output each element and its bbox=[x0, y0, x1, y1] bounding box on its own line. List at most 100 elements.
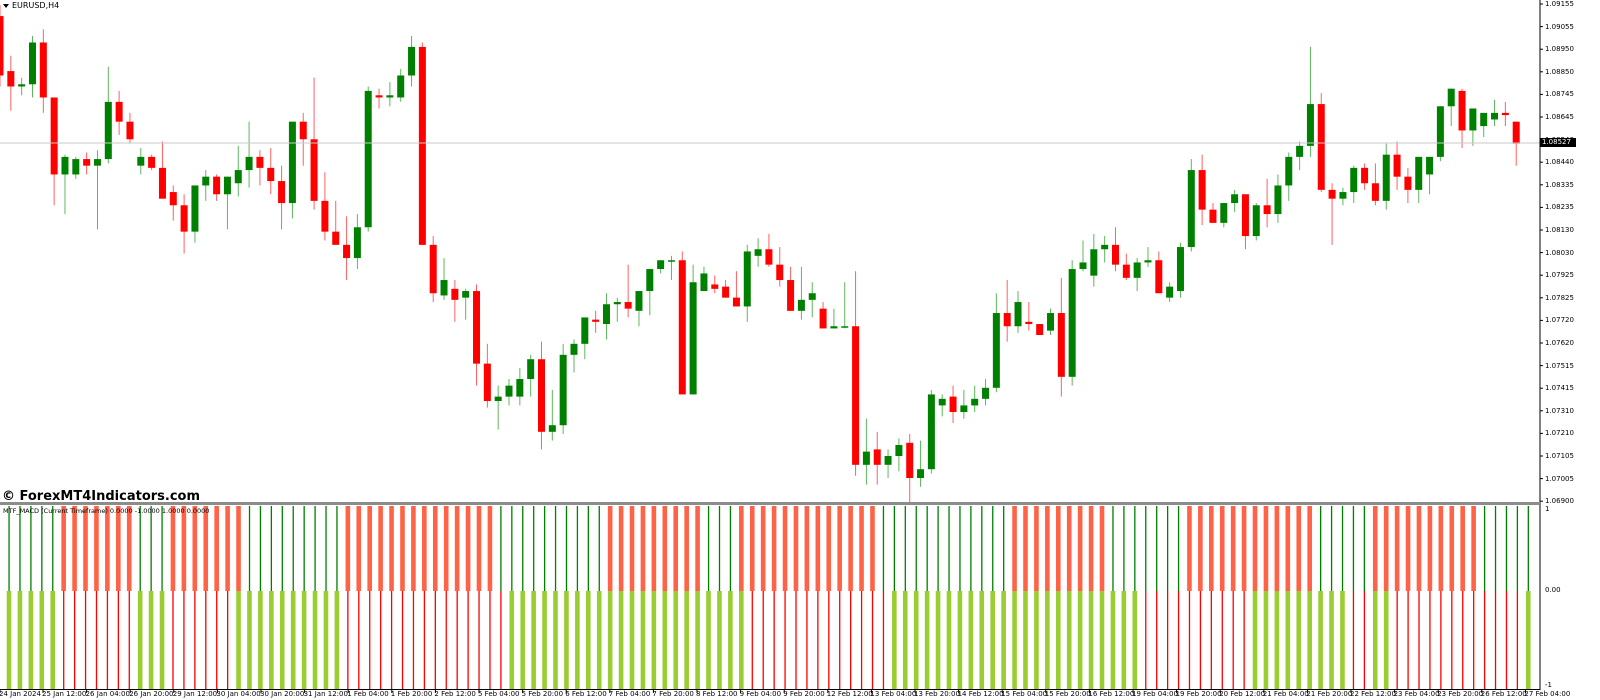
time-label: 29 Jan 12:00 bbox=[172, 690, 218, 698]
price-label: 1.08850 bbox=[1545, 67, 1574, 76]
macd-up-line-top bbox=[30, 506, 32, 591]
macd-up-bar-bottom bbox=[1077, 591, 1083, 689]
price-label: 1.07210 bbox=[1545, 429, 1574, 438]
macd-down-line-bottom bbox=[358, 591, 360, 689]
bull-candle bbox=[917, 469, 925, 479]
macd-down-line-bottom bbox=[1221, 591, 1223, 689]
macd-down-bar-top bbox=[1307, 506, 1312, 591]
macd-down-line-bottom bbox=[117, 591, 119, 689]
macd-down-bar-top bbox=[684, 506, 689, 591]
macd-up-line-top bbox=[1494, 506, 1497, 591]
macd-up-line-top bbox=[248, 506, 251, 591]
bull-candle bbox=[548, 425, 556, 432]
macd-down-bar-top bbox=[214, 506, 219, 591]
bull-candle bbox=[1090, 249, 1098, 276]
macd-up-line-top bbox=[926, 506, 928, 591]
bear-candle bbox=[538, 359, 545, 432]
macd-down-line-bottom bbox=[205, 591, 207, 689]
bull-candle bbox=[938, 398, 946, 406]
macd-down-bar-top bbox=[815, 506, 821, 591]
macd-down-bar-top bbox=[1230, 506, 1236, 591]
macd-up-line-top bbox=[543, 506, 546, 591]
macd-down-bar-top bbox=[422, 506, 427, 591]
macd-up-line-top bbox=[19, 506, 21, 591]
panel-separator[interactable] bbox=[0, 502, 1540, 505]
macd-down-line-bottom bbox=[347, 591, 349, 689]
macd-up-line-top bbox=[948, 506, 950, 591]
macd-up-bar-bottom bbox=[236, 591, 241, 689]
macd-down-bar-top bbox=[793, 506, 799, 591]
chart-title[interactable]: EURUSD,H4 bbox=[3, 1, 59, 10]
macd-down-line-bottom bbox=[194, 591, 196, 689]
macd-down-bar-top bbox=[1045, 506, 1050, 591]
macd-down-line-bottom bbox=[106, 591, 109, 689]
macd-down-line-bottom bbox=[390, 591, 393, 689]
macd-up-bar-bottom bbox=[553, 591, 558, 689]
price-label: 1.08335 bbox=[1545, 180, 1574, 189]
macd-up-bar-bottom bbox=[1274, 591, 1280, 689]
bear-candle bbox=[711, 284, 719, 289]
macd-down-line-bottom bbox=[434, 591, 436, 689]
macd-down-bar-top bbox=[1055, 506, 1061, 591]
macd-up-line-top bbox=[1166, 506, 1169, 591]
macd-up-line-top bbox=[1134, 506, 1136, 591]
macd-up-bar-bottom bbox=[1121, 591, 1127, 689]
bull-candle bbox=[494, 396, 502, 402]
macd-down-line-bottom bbox=[500, 591, 502, 689]
macd-up-line-top bbox=[598, 506, 600, 591]
bull-candle bbox=[1252, 205, 1260, 237]
bull-candle bbox=[505, 385, 513, 397]
bull-candle bbox=[667, 260, 675, 262]
bull-candle bbox=[1296, 145, 1304, 157]
macd-down-bar-top bbox=[476, 506, 482, 591]
bull-candle bbox=[386, 95, 394, 98]
bull-candle bbox=[202, 176, 210, 186]
bear-candle bbox=[1155, 260, 1163, 294]
macd-up-bar-bottom bbox=[1263, 591, 1269, 689]
macd-down-line-bottom bbox=[183, 591, 185, 689]
bear-candle bbox=[906, 442, 914, 479]
macd-up-line-top bbox=[511, 506, 513, 591]
macd-up-bar-bottom bbox=[990, 591, 995, 689]
bear-candle bbox=[126, 121, 134, 140]
dropdown-triangle-icon[interactable] bbox=[3, 3, 9, 8]
macd-down-bar-top bbox=[105, 506, 110, 591]
bull-candle bbox=[754, 249, 762, 256]
macd-down-line-bottom bbox=[1451, 591, 1453, 689]
macd-down-bar-top bbox=[837, 506, 842, 591]
macd-up-line-top bbox=[292, 506, 294, 591]
price-label: 1.08645 bbox=[1545, 113, 1574, 121]
bear-candle bbox=[1361, 167, 1369, 184]
macd-down-bar-top bbox=[1460, 506, 1465, 591]
bull-candle bbox=[960, 405, 968, 413]
macd-down-line-bottom bbox=[1462, 591, 1464, 689]
bull-candle bbox=[1350, 167, 1358, 193]
macd-up-bar-bottom bbox=[1045, 591, 1050, 689]
macd-up-line-top bbox=[139, 506, 141, 591]
time-label: 21 Feb 20:00 bbox=[1306, 690, 1353, 698]
macd-up-bar-bottom bbox=[673, 591, 679, 689]
macd-up-bar-bottom bbox=[706, 591, 711, 689]
axis-ticks bbox=[0, 3, 1543, 693]
symbol-timeframe: EURUSD,H4 bbox=[12, 1, 60, 10]
macd-up-bar-bottom bbox=[924, 591, 930, 689]
bull-candle bbox=[743, 251, 751, 307]
macd-up-bar-bottom bbox=[334, 591, 340, 689]
time-label: 19 Feb 20:00 bbox=[1175, 690, 1222, 698]
macd-up-line-top bbox=[1483, 506, 1486, 591]
bull-candle bbox=[1068, 269, 1076, 377]
bear-candle bbox=[39, 42, 47, 98]
bear-candle bbox=[1458, 90, 1466, 131]
bull-candle bbox=[104, 101, 112, 160]
macd-up-bar-bottom bbox=[1012, 591, 1017, 689]
bull-candle bbox=[516, 379, 524, 397]
bear-candle bbox=[1393, 154, 1401, 177]
bull-candle bbox=[1014, 302, 1022, 327]
macd-down-bar-top bbox=[673, 506, 679, 591]
macd-down-line-bottom bbox=[1396, 591, 1398, 689]
macd-up-line-top bbox=[937, 506, 939, 591]
macd-down-bar-top bbox=[695, 506, 700, 591]
bear-candle bbox=[169, 192, 177, 206]
macd-down-bar-top bbox=[1296, 506, 1302, 591]
